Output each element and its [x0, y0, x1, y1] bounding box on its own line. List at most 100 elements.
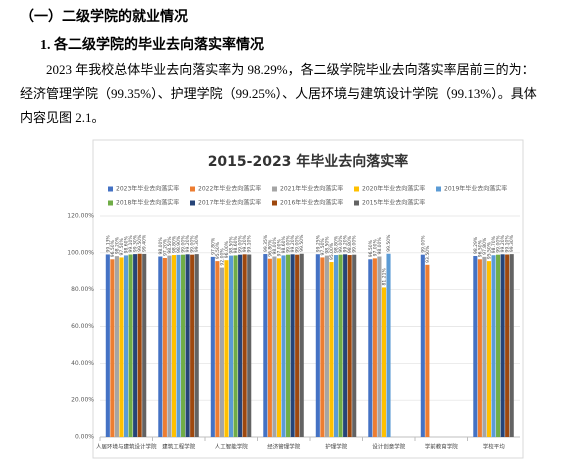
bar	[194, 254, 199, 437]
value-label: 99.00%	[238, 235, 244, 253]
bar	[228, 255, 234, 437]
value-label: 99.20%	[290, 234, 296, 252]
y-tick-label: 60.00%	[71, 323, 94, 330]
value-label: 99.10%	[247, 235, 253, 253]
bar	[263, 254, 268, 437]
value-label: 98.50%	[167, 236, 173, 254]
bar	[171, 255, 177, 437]
bar	[338, 254, 343, 437]
value-label: 98.20%	[114, 236, 120, 254]
x-tick-label: 经济管理学院	[267, 443, 301, 451]
legend-label: 2023年毕业去向落实率	[116, 185, 179, 193]
bar	[142, 253, 147, 437]
value-label: 99.30%	[194, 234, 200, 252]
bar	[276, 258, 282, 437]
value-label: 99.00%	[190, 235, 196, 253]
bar	[267, 258, 272, 437]
legend-label: 2020年毕业去向落实率	[362, 185, 425, 193]
bar	[299, 253, 304, 437]
value-label: 97.00%	[372, 238, 378, 256]
legend-swatch	[354, 200, 359, 206]
bar	[486, 261, 492, 437]
bar	[315, 254, 320, 437]
value-label: 96.00%	[224, 240, 230, 258]
bar	[137, 253, 142, 437]
bar	[242, 254, 247, 437]
chart-frame	[92, 139, 524, 459]
legend-label: 2016年毕业去向落实率	[280, 199, 343, 207]
value-label: 99.30%	[133, 234, 139, 252]
bar	[372, 258, 377, 437]
bar	[505, 254, 510, 437]
bar	[482, 256, 487, 437]
value-label: 98.80%	[347, 235, 353, 253]
legend-label: 2019年毕业去向落实率	[444, 185, 507, 193]
bar	[333, 255, 339, 437]
value-label: 99.30%	[509, 234, 515, 252]
bar	[190, 254, 195, 437]
value-label: 98.60%	[233, 236, 239, 254]
bar	[219, 267, 224, 437]
value-label: 99.20%	[343, 234, 349, 252]
value-label: 97.00%	[276, 238, 282, 256]
value-label: 95.00%	[329, 242, 335, 260]
value-label: 99.10%	[128, 235, 134, 253]
value-label: 98.80%	[171, 235, 177, 253]
value-label: 81.21%	[381, 268, 387, 286]
value-label: 97.80%	[210, 237, 216, 255]
value-label: 99.00%	[181, 235, 187, 253]
chart-title: 2015-2023 年毕业去向落实率	[208, 153, 409, 170]
bar	[224, 260, 229, 437]
value-label: 98.60%	[124, 236, 130, 254]
value-label: 97.50%	[320, 238, 326, 256]
bar	[105, 254, 110, 437]
bar	[133, 254, 138, 437]
paragraph: 2023 年我校总体毕业去向落实率为 98.29%，各二级学院毕业去向落实率居前…	[20, 62, 537, 125]
value-label: 96.50%	[477, 239, 483, 257]
subsection-heading: 1. 各二级学院的毕业去向落实率情况	[40, 38, 264, 53]
legend-label: 2017年毕业去向落实率	[198, 199, 261, 207]
legend-label: 2018年毕业去向落实率	[116, 199, 179, 207]
bar	[368, 259, 373, 437]
bar	[496, 254, 501, 437]
bar	[509, 254, 514, 437]
value-label: 97.80%	[482, 237, 488, 255]
value-label: 95.50%	[486, 241, 492, 259]
bar	[324, 255, 329, 437]
y-tick-label: 20.00%	[71, 397, 94, 404]
legend-label: 2015年毕业去向落实率	[362, 199, 425, 207]
value-label: 97.50%	[119, 238, 125, 256]
value-label: 99.13%	[105, 235, 111, 253]
bar	[233, 255, 238, 437]
value-label: 98.90%	[176, 235, 182, 253]
bar	[247, 254, 252, 437]
legend-swatch	[108, 200, 113, 206]
value-label: 99.25%	[315, 234, 321, 252]
bar	[181, 254, 186, 437]
bar	[377, 256, 382, 437]
value-label: 95.50%	[215, 241, 221, 259]
bar	[158, 256, 163, 437]
y-tick-label: 100.00%	[67, 249, 94, 256]
value-label: 99.50%	[137, 234, 143, 252]
legend-swatch	[272, 200, 277, 206]
bar	[290, 254, 295, 437]
bar	[352, 254, 357, 437]
bar	[347, 255, 352, 437]
bar	[238, 254, 243, 437]
value-label: 99.00%	[286, 235, 292, 253]
value-label: 96.80%	[267, 239, 273, 257]
legend-swatch	[436, 186, 441, 192]
bar	[110, 259, 115, 437]
bar	[162, 257, 167, 437]
x-tick-label: 学前教育学院	[425, 443, 459, 451]
bar	[381, 287, 387, 437]
bar	[491, 255, 496, 437]
value-label: 98.00%	[272, 237, 278, 255]
x-tick-label: 建筑工程学院	[162, 443, 196, 451]
bar	[386, 253, 391, 437]
y-tick-label: 80.00%	[71, 286, 94, 293]
x-tick-label: 人工智能学院	[215, 443, 249, 451]
value-label: 97.20%	[162, 238, 168, 256]
